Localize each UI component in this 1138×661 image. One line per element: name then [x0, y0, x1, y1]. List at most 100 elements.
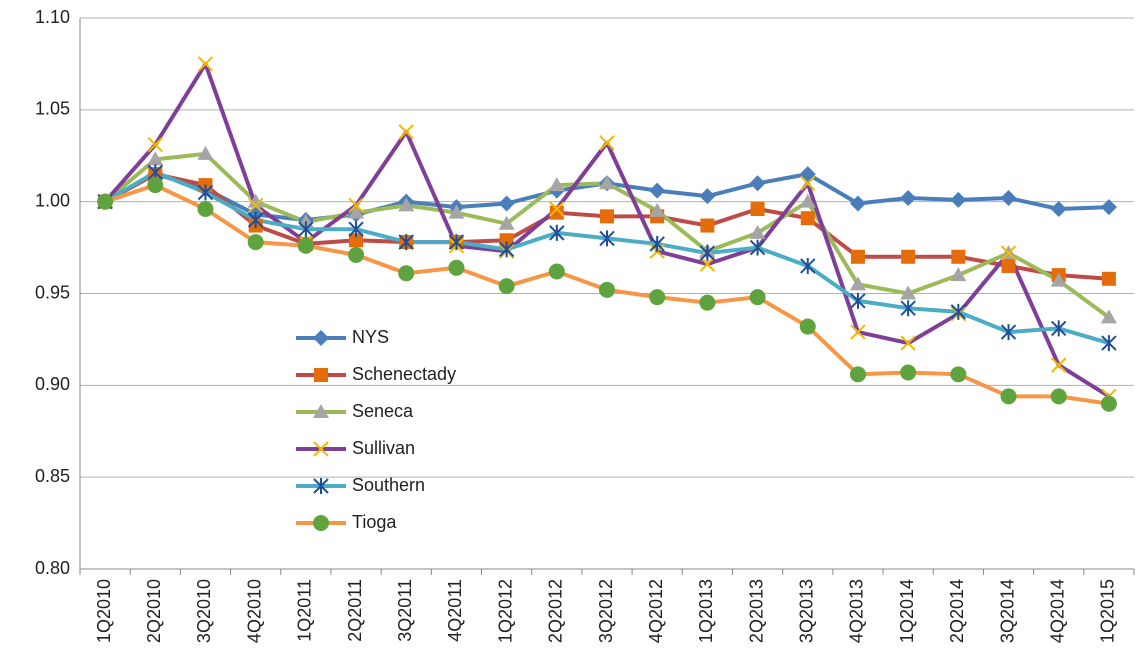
marker [700, 218, 715, 233]
marker [197, 201, 214, 218]
marker [1101, 271, 1116, 286]
marker [849, 276, 866, 291]
legend-label: Southern [352, 475, 425, 495]
x-tick-label: 4Q2014 [1047, 579, 1067, 643]
marker [1000, 189, 1017, 206]
marker [349, 233, 364, 248]
marker [548, 263, 565, 280]
marker [599, 175, 615, 190]
y-tick-label: 1.05 [35, 99, 70, 119]
marker [1100, 199, 1117, 216]
marker [298, 221, 314, 238]
marker [197, 184, 214, 201]
marker [313, 330, 329, 346]
x-tick-label: 1Q2010 [94, 579, 114, 643]
marker [900, 300, 916, 317]
x-tick-label: 4Q2011 [445, 579, 465, 642]
y-tick-label: 0.80 [35, 558, 70, 578]
marker [197, 145, 214, 160]
marker [951, 249, 966, 264]
marker [1050, 272, 1067, 287]
marker [498, 278, 515, 295]
marker [799, 166, 816, 183]
marker [549, 201, 565, 217]
marker [499, 233, 514, 248]
marker [548, 177, 565, 192]
x-tick-label: 4Q2010 [244, 579, 264, 643]
marker [448, 234, 465, 251]
marker [247, 234, 264, 251]
marker [699, 256, 716, 272]
marker [749, 175, 766, 192]
x-tick-label: 2Q2011 [345, 579, 365, 642]
marker [147, 137, 163, 153]
y-tick-label: 0.95 [35, 282, 70, 302]
marker [800, 175, 816, 192]
marker [147, 177, 164, 194]
x-tick-label: 3Q2012 [596, 579, 616, 643]
marker [97, 193, 114, 210]
legend-label: Sullivan [352, 438, 415, 458]
x-tick-label: 1Q2013 [696, 579, 716, 643]
marker [313, 441, 329, 457]
marker [348, 197, 364, 214]
x-tick-label: 3Q2010 [194, 579, 214, 643]
x-tick-label: 3Q2011 [395, 579, 415, 642]
marker [1001, 258, 1016, 273]
marker [448, 204, 465, 219]
marker [313, 515, 329, 531]
x-tick-label: 2Q2013 [746, 579, 766, 643]
marker [599, 135, 615, 151]
marker [649, 235, 665, 252]
marker [498, 241, 515, 258]
marker [649, 202, 666, 217]
marker [900, 335, 916, 351]
marker [549, 205, 564, 220]
marker [498, 195, 515, 212]
x-tick-label: 3Q2014 [997, 579, 1017, 643]
marker [599, 281, 615, 298]
marker [950, 366, 967, 383]
marker [749, 224, 766, 239]
marker [348, 221, 364, 238]
marker [799, 193, 816, 208]
legend-label: NYS [352, 327, 389, 347]
marker [800, 257, 816, 274]
marker [448, 259, 465, 276]
x-tick-label: 1Q2011 [295, 579, 315, 642]
marker [800, 211, 815, 226]
x-tick-label: 4Q2013 [847, 579, 867, 643]
marker [247, 193, 264, 208]
marker [1100, 395, 1117, 412]
marker [247, 212, 264, 229]
marker [900, 285, 917, 300]
marker [649, 182, 666, 199]
marker [1051, 357, 1067, 373]
marker [850, 324, 866, 340]
marker [197, 56, 214, 72]
marker [950, 267, 967, 282]
marker [699, 245, 716, 262]
marker [1000, 388, 1017, 405]
marker [398, 124, 414, 140]
marker [699, 294, 716, 311]
y-tick-label: 0.85 [35, 466, 70, 486]
x-tick-label: 2Q2012 [546, 579, 566, 643]
marker [1101, 335, 1117, 352]
marker [750, 202, 765, 217]
marker [147, 151, 164, 166]
marker [1050, 388, 1067, 405]
marker [247, 197, 264, 214]
x-tick-label: 1Q2015 [1098, 579, 1118, 643]
marker [900, 364, 917, 381]
x-tick-label: 1Q2014 [897, 579, 917, 643]
x-tick-label: 3Q2013 [797, 579, 817, 643]
marker [849, 366, 866, 383]
marker [1050, 201, 1067, 218]
marker [901, 249, 916, 264]
marker [1051, 320, 1067, 337]
y-tick-label: 0.90 [35, 374, 70, 394]
marker [297, 237, 314, 254]
legend-label: Seneca [352, 401, 414, 421]
